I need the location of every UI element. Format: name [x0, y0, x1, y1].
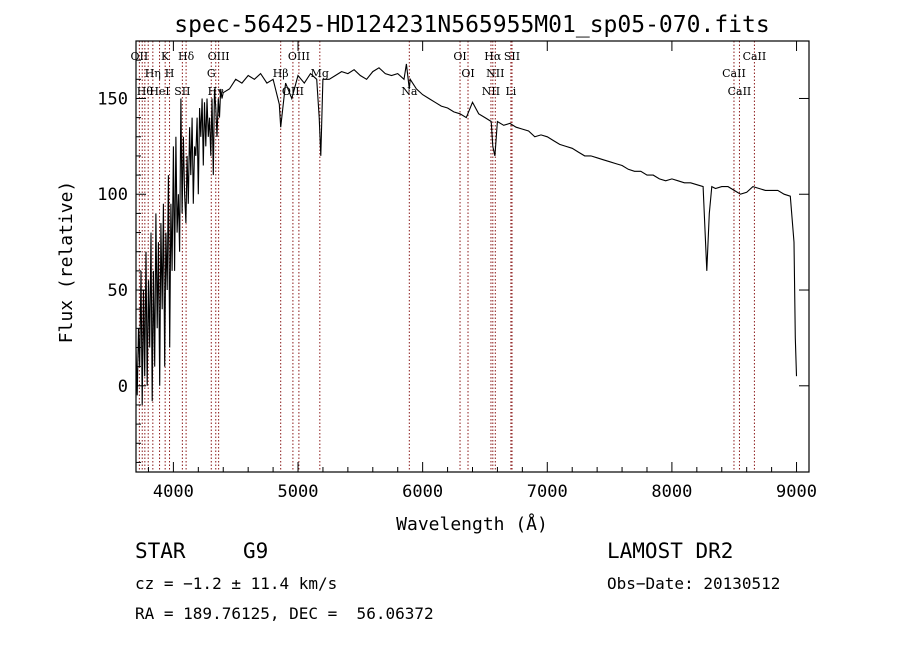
x-tick-label: 7000 [527, 482, 568, 502]
line-label: OI [461, 67, 474, 80]
line-label: Hβ [273, 67, 289, 80]
line-markers [138, 41, 755, 472]
line-label: CaII [743, 50, 767, 63]
line-label: CaII [728, 85, 752, 98]
line-label: SII [504, 50, 520, 63]
object-subclass: G9 [243, 539, 269, 563]
obs-date: Obs−Date: 20130512 [607, 574, 781, 593]
y-tick-label: 100 [97, 185, 128, 205]
x-tick-label: 8000 [651, 482, 692, 502]
object-class: STAR [135, 539, 186, 563]
x-axis-ticks: 4000 5000 6000 7000 8000 9000 [147, 41, 817, 502]
cz-readout: cz = −1.2 ± 11.4 km/s [135, 574, 338, 593]
line-label: Li [505, 85, 516, 98]
y-tick-label: 150 [97, 89, 128, 109]
x-tick-label: 6000 [402, 482, 443, 502]
plot-frame [135, 40, 810, 473]
x-tick-label: 9000 [776, 482, 817, 502]
y-axis-label: Flux (relative) [56, 181, 77, 344]
line-label: SII [174, 85, 190, 98]
spectrum-series [135, 63, 798, 406]
line-label: Hη [145, 67, 161, 80]
line-label: Hδ [178, 50, 195, 63]
line-label: Hα [484, 50, 502, 63]
survey-label: LAMOST DR2 [607, 539, 734, 563]
y-tick-label: 50 [108, 281, 128, 301]
line-label: OIII [208, 50, 230, 63]
y-tick-label: 0 [118, 377, 128, 397]
line-label: NII [482, 85, 500, 98]
line-label: CaII [722, 67, 746, 80]
line-label: Na [401, 85, 418, 98]
chart-title: spec-56425-HD124231N565955M01_sp05-070.f… [174, 12, 769, 38]
x-axis-label: Wavelength (Å) [396, 513, 548, 535]
line-label: OIII [288, 50, 310, 63]
line-label: Hθ [137, 85, 154, 98]
line-label: NII [486, 67, 504, 80]
coordinates: RA = 189.76125, DEC = 56.06372 [135, 604, 434, 623]
x-tick-label: 4000 [153, 482, 194, 502]
line-label: OII [131, 50, 149, 63]
line-label: H [165, 67, 175, 80]
line-label: OI [453, 50, 466, 63]
line-label: Mg [311, 67, 329, 80]
line-label: HeI [149, 85, 169, 98]
y-axis-ticks: 0 50 100 150 [97, 59, 809, 463]
line-label: G [207, 67, 216, 80]
x-tick-label: 5000 [278, 482, 319, 502]
line-label: K [161, 50, 170, 63]
